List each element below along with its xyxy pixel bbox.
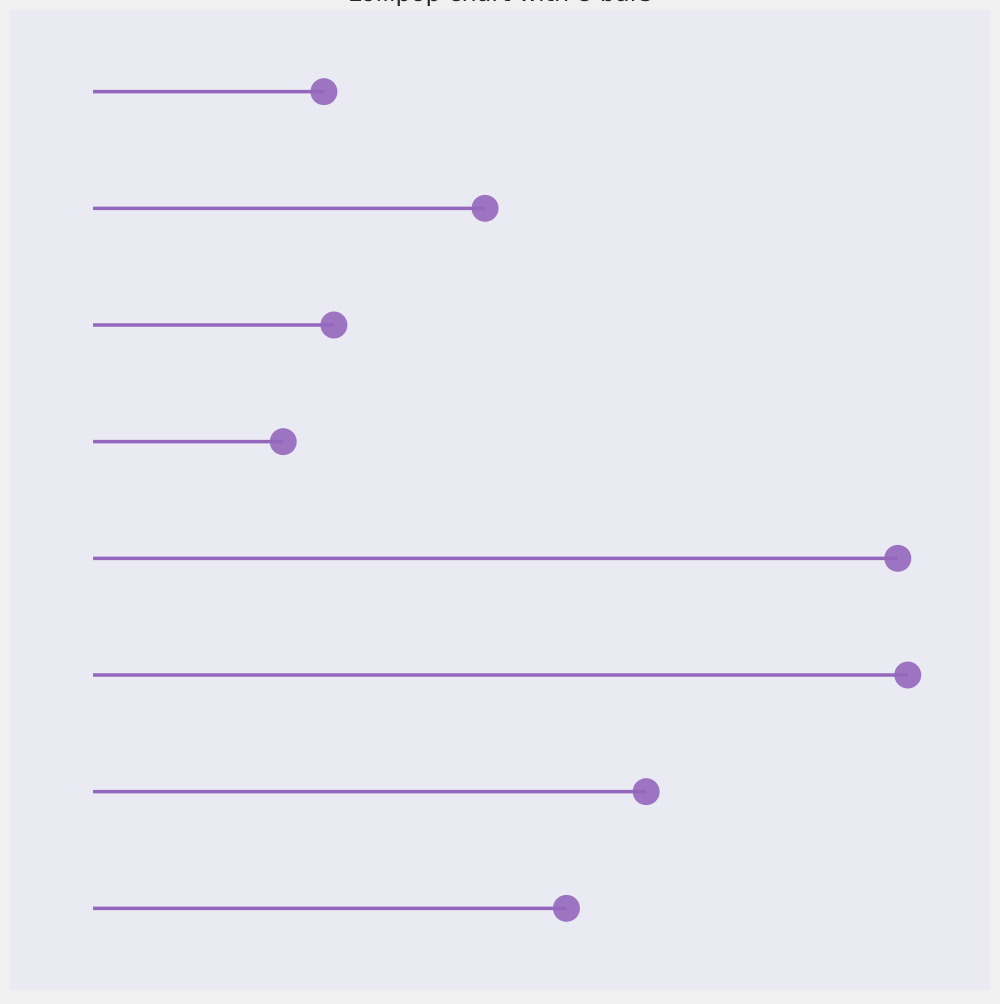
dot [310,78,338,106]
dot [632,778,660,806]
plot-area [10,10,990,990]
chart-title: Lollipop chart with 8 bars [348,0,652,7]
dot [552,894,580,922]
dot [894,661,922,689]
dot [471,194,499,222]
dot [884,544,912,572]
dot [320,311,348,339]
dot [269,428,297,456]
